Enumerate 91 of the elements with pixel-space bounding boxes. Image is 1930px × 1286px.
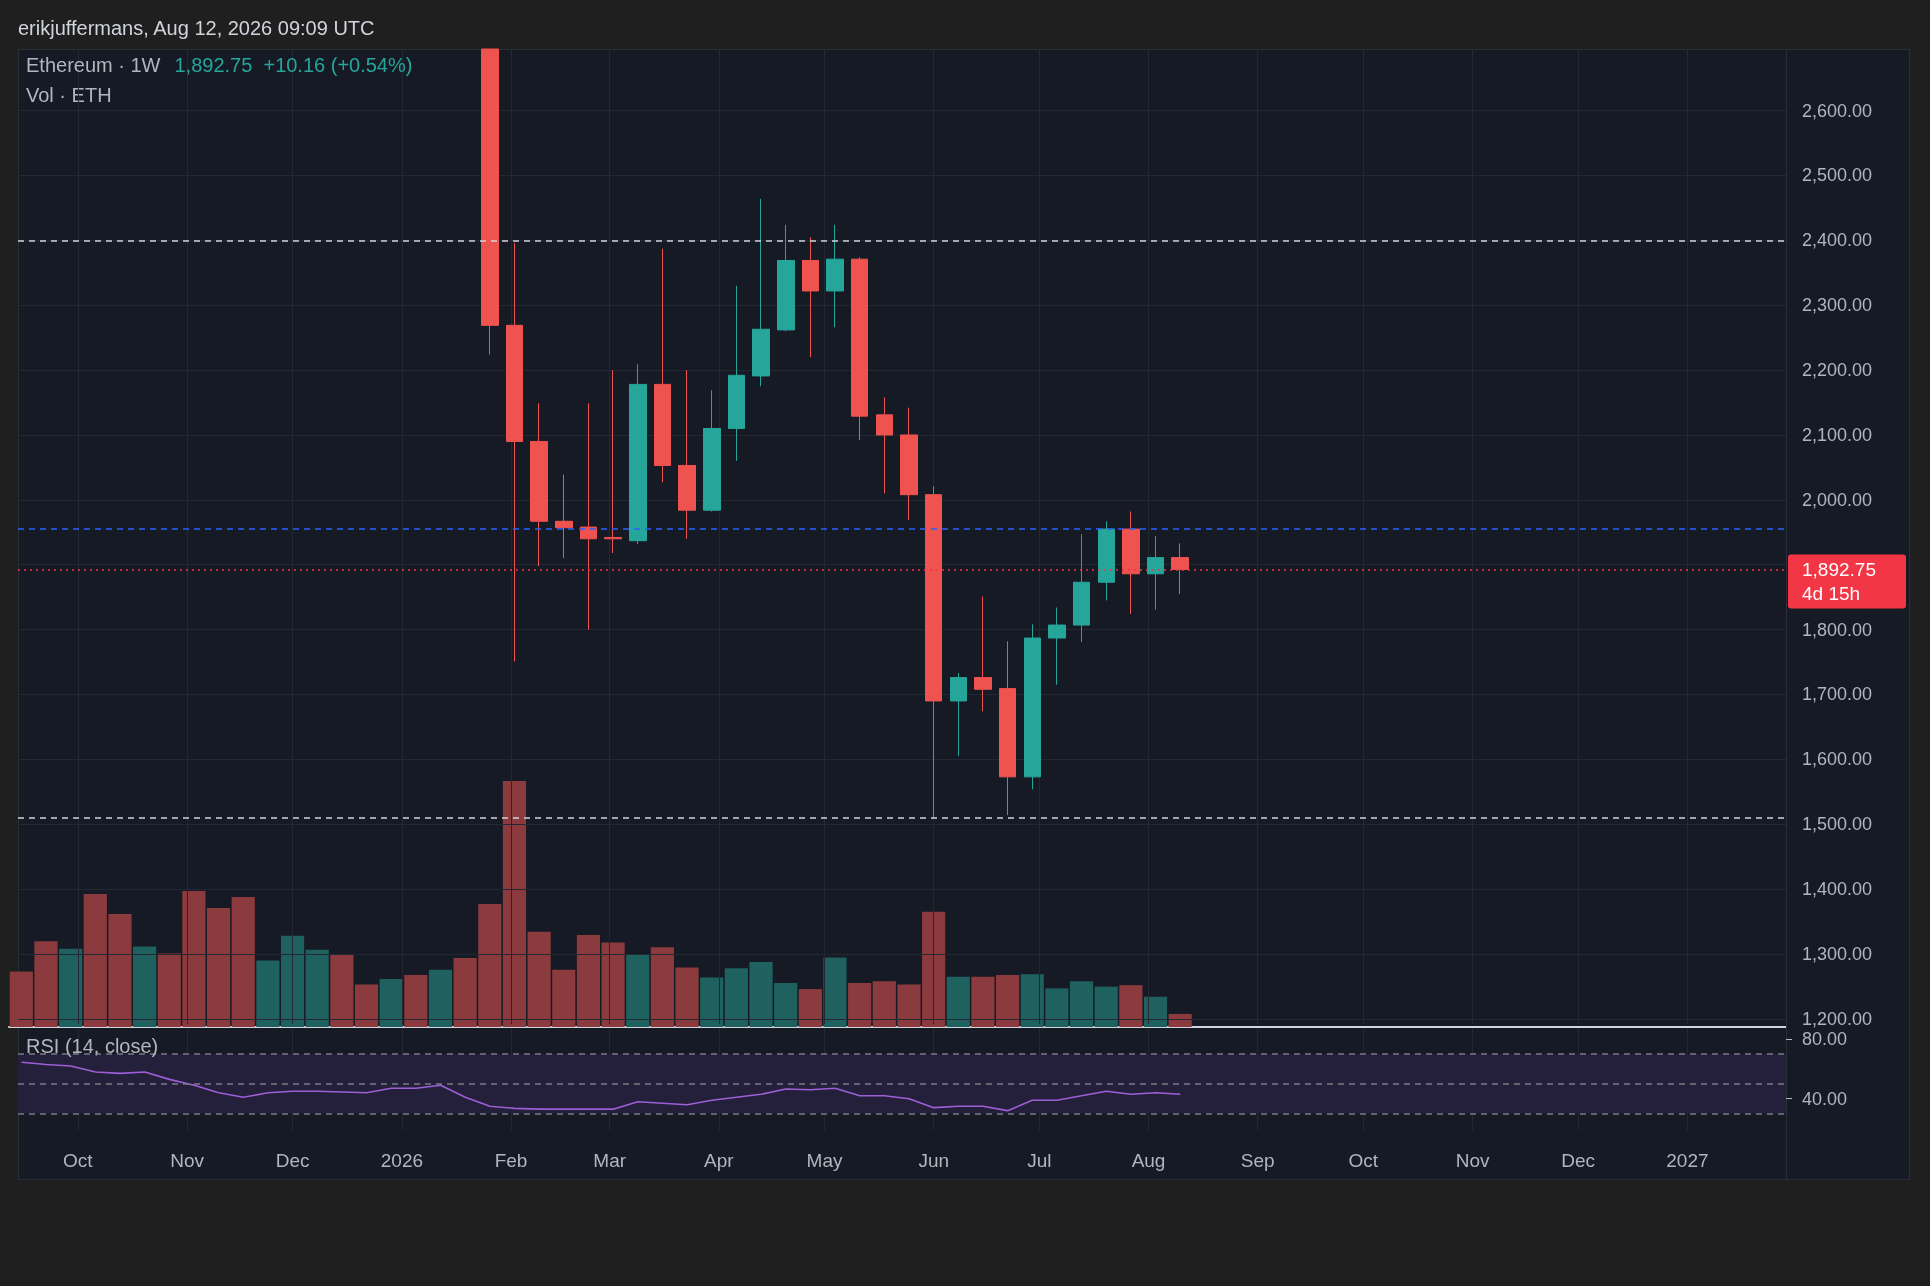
- y-tick-label: 2,600.00: [1802, 100, 1873, 121]
- candlestick: [629, 363, 647, 545]
- x-tick-label: Dec: [275, 1149, 310, 1171]
- y-tick-label: 1,700.00: [1802, 684, 1873, 705]
- bar: [798, 989, 822, 1027]
- candlestick: [654, 248, 671, 483]
- candlestick: [851, 256, 868, 441]
- bar: [133, 946, 157, 1027]
- candlestick: [555, 474, 573, 559]
- x-tick-label: 2026: [380, 1149, 424, 1171]
- bar: [823, 957, 847, 1027]
- bar: [1143, 996, 1168, 1027]
- x-tick-label: Oct: [1348, 1149, 1379, 1171]
- x-tick-label: Feb: [494, 1149, 528, 1171]
- candlestick: [1073, 533, 1090, 643]
- y-tick-label: 40.00: [1802, 1088, 1848, 1109]
- bar: [59, 948, 83, 1027]
- candlestick: [580, 402, 597, 631]
- bar: [1119, 985, 1143, 1027]
- candlestick: [900, 407, 918, 521]
- bar: [231, 897, 255, 1027]
- y-tick-label: 80.00: [1802, 1029, 1848, 1050]
- bar: [280, 935, 305, 1027]
- candlestick: [506, 242, 523, 662]
- y-tick-label: 2,500.00: [1802, 165, 1873, 186]
- y-tick-label: 1,600.00: [1802, 749, 1873, 770]
- candlestick: [802, 236, 819, 358]
- bar: [946, 976, 970, 1027]
- candlestick: [999, 640, 1016, 816]
- line-series: [20, 1061, 1182, 1112]
- y-tick-label: 1,200.00: [1802, 1008, 1873, 1029]
- x-tick-label: May: [806, 1149, 843, 1171]
- candlestick: [604, 369, 622, 554]
- bar: [848, 982, 872, 1027]
- x-tick-label: Sep: [1240, 1149, 1275, 1171]
- y-tick-label: 2,300.00: [1802, 295, 1873, 316]
- y-tick-label: 2,200.00: [1802, 360, 1873, 381]
- candlestick: [1024, 623, 1041, 790]
- x-tick-label: Dec: [1561, 1149, 1596, 1171]
- bar: [404, 975, 428, 1027]
- text: 4d 15h: [1802, 582, 1861, 604]
- bar: [379, 979, 403, 1027]
- candlestick: [1147, 535, 1164, 610]
- y-tick-label: 2,400.00: [1802, 230, 1873, 251]
- candlestick: [974, 596, 992, 712]
- x-tick-label: Nov: [170, 1149, 205, 1171]
- x-tick-label: Jul: [1027, 1149, 1052, 1171]
- y-tick-label: 1,500.00: [1802, 814, 1873, 835]
- candlestick: [678, 369, 696, 540]
- bar: [1168, 1013, 1192, 1027]
- chart-title: Vol · ETH: [26, 84, 112, 106]
- chart-subtitle: 1,892.75 +10.16 (+0.54%): [174, 54, 413, 76]
- candlestick: [1122, 511, 1140, 615]
- candlestick: [1048, 607, 1066, 686]
- y-tick-label: 1,400.00: [1802, 879, 1873, 900]
- bar: [428, 969, 453, 1027]
- candlestick: [876, 396, 893, 494]
- candlestick: [728, 285, 745, 462]
- bar: [256, 960, 280, 1027]
- bar: [626, 954, 650, 1027]
- bar: [330, 954, 354, 1027]
- chart-title: RSI (14, close): [26, 1035, 159, 1057]
- candlestick: [1098, 520, 1115, 601]
- candlestick: [950, 672, 967, 757]
- bar: [1094, 986, 1118, 1027]
- candlestick: [777, 224, 795, 332]
- candlestick: [703, 389, 721, 513]
- bar: [700, 977, 724, 1027]
- candlestick: [826, 224, 844, 328]
- chart-title: Ethereum · 1W: [26, 54, 161, 76]
- x-tick-label: Apr: [704, 1149, 735, 1171]
- y-tick-label: 1,300.00: [1802, 943, 1873, 964]
- candlestick: [481, 48, 499, 356]
- candlestick: [1171, 542, 1189, 595]
- bar: [502, 781, 527, 1027]
- bar: [354, 984, 379, 1027]
- bar: [305, 949, 329, 1027]
- y-tick-label: 2,100.00: [1802, 424, 1873, 445]
- text: erikjuffermans, Aug 12, 2026 09:09 UTC: [18, 17, 375, 39]
- ref-line-label: 1,892.75: [1802, 558, 1876, 580]
- candlestick: [752, 198, 770, 387]
- bar: [1069, 981, 1094, 1027]
- y-tick-label: 1,800.00: [1802, 619, 1873, 640]
- y-tick-label: 2,000.00: [1802, 489, 1873, 510]
- x-tick-label: Nov: [1455, 1149, 1490, 1171]
- x-tick-label: Aug: [1131, 1149, 1166, 1171]
- x-tick-label: Oct: [63, 1149, 94, 1171]
- x-tick-label: Jun: [918, 1149, 950, 1171]
- x-tick-label: Mar: [593, 1149, 627, 1171]
- candlestick: [530, 402, 548, 567]
- x-tick-label: 2027: [1666, 1149, 1709, 1171]
